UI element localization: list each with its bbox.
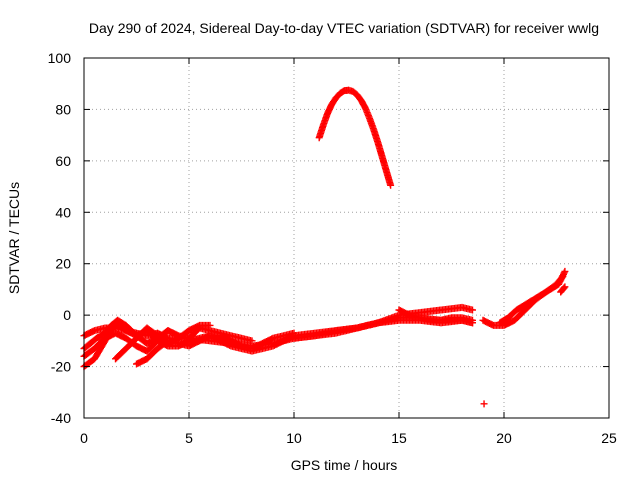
series-sat-l [557, 283, 569, 296]
data-point-marker [561, 267, 569, 275]
y-tick-label: 20 [55, 256, 71, 272]
x-tick-label: 15 [391, 430, 407, 446]
data-point-marker [163, 327, 171, 335]
data-point-marker [560, 284, 568, 292]
chart-title: Day 290 of 2024, Sidereal Day-to-day VTE… [89, 20, 599, 36]
data-point-marker [469, 306, 476, 314]
y-tick-label: 40 [55, 204, 71, 220]
x-tick-label: 0 [80, 430, 88, 446]
data-point-marker [248, 337, 256, 345]
y-tick-label: 80 [55, 101, 71, 117]
x-axis-label: GPS time / hours [291, 457, 398, 473]
y-tick-label: 0 [63, 307, 71, 323]
data-point-marker [387, 181, 395, 189]
data-point-marker [206, 321, 214, 329]
y-tick-label: 60 [55, 153, 71, 169]
series-sat-f [133, 329, 298, 368]
x-tick-labels: 0 5 10 15 20 25 [80, 430, 617, 446]
y-tick-label: -20 [51, 359, 71, 375]
x-tick-label: 10 [286, 430, 302, 446]
data-point-marker [469, 316, 476, 324]
plot-frame [83, 57, 610, 419]
data-point-marker [480, 400, 488, 408]
series-sat-m [480, 400, 488, 408]
data-point-marker [561, 283, 569, 291]
data-points [80, 86, 569, 408]
series-sat-k [496, 267, 569, 327]
y-tick-label: 100 [48, 50, 72, 66]
axis-ticks [83, 57, 610, 419]
x-tick-label: 25 [601, 430, 617, 446]
series-sat-h [395, 306, 476, 324]
series-sat-i [315, 86, 395, 189]
y-axis-label: SDTVAR / TECUs [6, 182, 22, 294]
y-tick-labels: -40 -20 0 20 40 60 80 100 [48, 50, 72, 426]
y-tick-label: -40 [51, 410, 71, 426]
x-tick-label: 5 [185, 430, 193, 446]
x-tick-label: 20 [496, 430, 512, 446]
series-sat-d [80, 316, 172, 353]
grid-lines [84, 58, 609, 418]
data-point-marker [164, 327, 172, 335]
